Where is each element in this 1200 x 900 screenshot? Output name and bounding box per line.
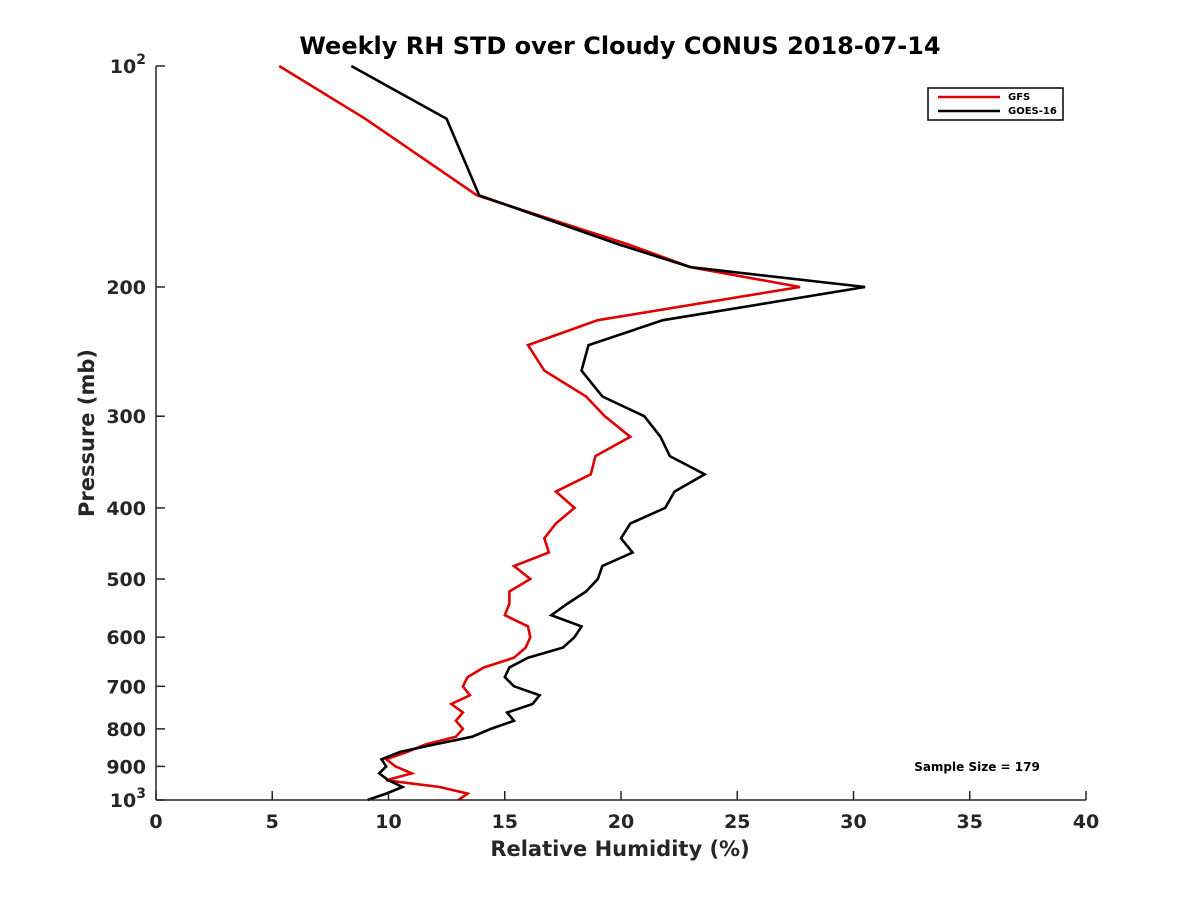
y-tick-label: 300: [106, 406, 146, 428]
legend-label-gfs: GFS: [1008, 92, 1030, 103]
x-tick-label: 0: [149, 811, 162, 833]
series-line-goes16: [350, 64, 866, 802]
x-tick-label: 35: [957, 811, 983, 833]
y-tick-label: 500: [106, 569, 146, 591]
y-tick-label: 800: [106, 719, 146, 741]
chart-title: Weekly RH STD over Cloudy CONUS 2018-07-…: [299, 32, 940, 60]
y-axis-label: Pressure (mb): [75, 349, 99, 517]
x-tick-label: 25: [724, 811, 750, 833]
y-tick-label: 102: [110, 52, 146, 78]
series-layer: [278, 64, 866, 802]
x-tick-label: 15: [492, 811, 518, 833]
x-tick-label: 40: [1073, 811, 1099, 833]
y-tick-label: 400: [106, 498, 146, 520]
series-line-gfs: [278, 64, 801, 802]
y-ticks: 102 200 300 400 500 600 700 800 900 103: [106, 52, 165, 812]
x-ticks: 0 5 10 15 20 25 30 35 40: [149, 791, 1099, 833]
y-tick-label: 200: [106, 277, 146, 299]
x-tick-label: 10: [375, 811, 401, 833]
y-tick-label: 600: [106, 627, 146, 649]
x-tick-label: 5: [266, 811, 279, 833]
legend-box: [927, 87, 1064, 121]
y-tick-label: 900: [106, 756, 146, 778]
y-tick-label: 103: [110, 786, 146, 812]
x-tick-label: 30: [840, 811, 866, 833]
axes-layer: [155, 66, 1086, 801]
legend: GFS GOES-16: [927, 87, 1064, 121]
sample-size-annotation: Sample Size = 179: [914, 760, 1040, 774]
legend-label-goes16: GOES-16: [1008, 106, 1057, 117]
x-tick-label: 20: [608, 811, 634, 833]
y-tick-label: 700: [106, 676, 146, 698]
x-axis-label: Relative Humidity (%): [490, 837, 749, 861]
